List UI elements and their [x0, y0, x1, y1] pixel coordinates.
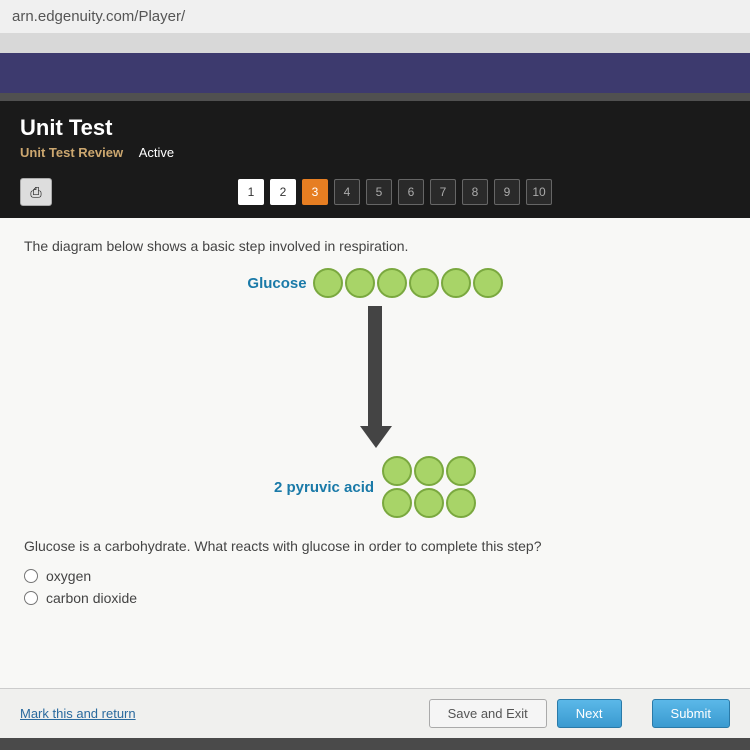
- question-nav-7[interactable]: 7: [430, 179, 456, 205]
- content-area: The diagram below shows a basic step inv…: [0, 218, 750, 688]
- mark-return-link[interactable]: Mark this and return: [20, 706, 419, 721]
- option-0[interactable]: oxygen: [24, 568, 726, 584]
- print-button[interactable]: ⎙: [20, 178, 52, 206]
- question-nav-8[interactable]: 8: [462, 179, 488, 205]
- next-button[interactable]: Next: [557, 699, 622, 728]
- pyruvic-circle: [382, 456, 412, 486]
- glucose-circle: [345, 268, 375, 298]
- status: Active: [139, 145, 174, 160]
- header: Unit Test Unit Test Review Active: [0, 101, 750, 170]
- blue-strip: [0, 53, 750, 93]
- option-label: carbon dioxide: [46, 590, 137, 606]
- glucose-circle: [313, 268, 343, 298]
- question-nav-10[interactable]: 10: [526, 179, 552, 205]
- page-title: Unit Test: [20, 115, 730, 141]
- option-1[interactable]: carbon dioxide: [24, 590, 726, 606]
- pyruvic-label: 2 pyruvic acid: [274, 479, 374, 496]
- gap2: [0, 93, 750, 101]
- glucose-row: Glucose: [24, 268, 726, 298]
- question-nav: ⎙ 12345678910: [0, 170, 750, 218]
- question-nav-1[interactable]: 1: [238, 179, 264, 205]
- diagram: Glucose 2 pyruvic acid: [24, 268, 726, 518]
- glucose-circle: [377, 268, 407, 298]
- print-icon: ⎙: [30, 184, 41, 201]
- pyruvic-circle: [382, 488, 412, 518]
- option-label: oxygen: [46, 568, 91, 584]
- question-nav-4[interactable]: 4: [334, 179, 360, 205]
- question-nav-9[interactable]: 9: [494, 179, 520, 205]
- url-bar: arn.edgenuity.com/Player/: [0, 0, 750, 33]
- pyruvic-circle: [414, 456, 444, 486]
- arrow: [360, 306, 390, 448]
- subheader: Unit Test Review Active: [20, 145, 730, 160]
- pyruvic-circle: [414, 488, 444, 518]
- glucose-label: Glucose: [247, 275, 306, 292]
- pyruvic-circle: [446, 488, 476, 518]
- gap: [0, 33, 750, 53]
- glucose-circle: [409, 268, 439, 298]
- question-nav-6[interactable]: 6: [398, 179, 424, 205]
- intro-text: The diagram below shows a basic step inv…: [24, 238, 726, 254]
- question-nav-3[interactable]: 3: [302, 179, 328, 205]
- question-text: Glucose is a carbohydrate. What reacts w…: [24, 538, 726, 554]
- pyruvic-circle: [446, 456, 476, 486]
- save-exit-button[interactable]: Save and Exit: [429, 699, 547, 728]
- submit-button[interactable]: Submit: [652, 699, 730, 728]
- footer: Mark this and return Save and Exit Next …: [0, 688, 750, 738]
- glucose-circle: [473, 268, 503, 298]
- question-nav-5[interactable]: 5: [366, 179, 392, 205]
- question-nav-2[interactable]: 2: [270, 179, 296, 205]
- subtitle: Unit Test Review: [20, 145, 123, 160]
- pyruvic-row: 2 pyruvic acid: [24, 456, 726, 518]
- option-radio-1[interactable]: [24, 591, 38, 605]
- option-radio-0[interactable]: [24, 569, 38, 583]
- glucose-circle: [441, 268, 471, 298]
